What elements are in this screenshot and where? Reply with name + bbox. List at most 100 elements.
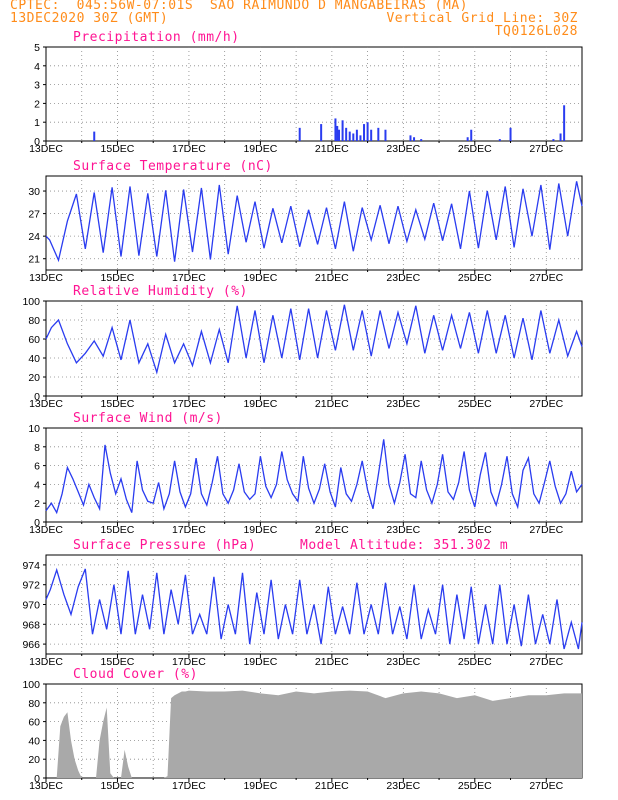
y-tick-label: 20 [28, 754, 40, 766]
y-tick-label: 27 [28, 209, 40, 221]
x-tick-label: 21DEC [315, 656, 349, 668]
precip-bar [409, 135, 412, 141]
x-tick-label: 27DEC [529, 143, 563, 155]
x-tick-label: 15DEC [101, 780, 135, 792]
y-tick-label: 972 [22, 580, 40, 592]
y-tick-label: 3 [34, 80, 40, 92]
x-tick-label: 13DEC [29, 398, 63, 410]
y-tick-label: 1 [34, 117, 40, 129]
y-tick-label: 0 [34, 391, 40, 403]
x-tick-label: 15DEC [101, 524, 135, 536]
panel-4: 0 2 4 6 8 10 13DEC 15DEC 17DEC 19DEC 21DEC 23DEC 25D… [28, 411, 583, 536]
x-tick-label: 23DEC [386, 398, 420, 410]
panel-title: Precipitation (mm/h) [73, 30, 240, 45]
panel-1: 0 1 2 3 4 5 13DEC 15DEC 17DEC 19DEC 21DEC 23DEC 25DE… [29, 30, 583, 155]
x-tick-label: 21DEC [315, 524, 349, 536]
y-tick-label: 100 [22, 679, 40, 691]
y-tick-label: 30 [28, 186, 40, 198]
x-tick-label: 19DEC [243, 524, 277, 536]
y-tick-label: 60 [28, 717, 40, 729]
y-tick-label: 0 [34, 517, 40, 529]
precip-bar [345, 127, 348, 141]
series-line [45, 304, 583, 375]
model-altitude-label: Model Altitude: 351.302 m [300, 538, 508, 553]
x-tick-label: 27DEC [529, 272, 563, 284]
y-tick-label: 20 [28, 372, 40, 384]
y-tick-label: 100 [22, 296, 40, 308]
precip-bar [377, 127, 380, 141]
precip-bar [334, 118, 337, 141]
precip-bar [298, 127, 301, 141]
series-line [45, 439, 583, 515]
y-tick-label: 968 [22, 619, 40, 631]
y-tick-label: 80 [28, 315, 40, 327]
panel-title: Surface Pressure (hPa) [73, 538, 256, 553]
x-tick-label: 17DEC [172, 656, 206, 668]
precip-bar [363, 124, 366, 141]
y-tick-label: 2 [34, 498, 40, 510]
precip-bar [366, 122, 369, 141]
x-tick-label: 25DEC [458, 398, 492, 410]
x-tick-label: 17DEC [172, 272, 206, 284]
y-tick-label: 0 [34, 136, 40, 148]
y-tick-label: 10 [28, 423, 40, 435]
panel-title: Relative Humidity (%) [73, 284, 248, 299]
panel-frame [45, 427, 583, 523]
y-tick-label: 2 [34, 98, 40, 110]
precip-bar [498, 139, 501, 141]
precip-bar [563, 105, 566, 141]
precip-bar [341, 120, 344, 141]
precip-bar [413, 137, 416, 141]
x-tick-label: 23DEC [386, 524, 420, 536]
y-tick-label: 4 [34, 61, 40, 73]
precip-bar [370, 129, 373, 141]
x-tick-label: 17DEC [172, 143, 206, 155]
x-tick-label: 23DEC [386, 656, 420, 668]
x-tick-label: 27DEC [529, 524, 563, 536]
y-tick-label: 970 [22, 600, 40, 612]
x-tick-label: 25DEC [458, 524, 492, 536]
x-tick-label: 19DEC [243, 656, 277, 668]
panel-title: Cloud Cover (%) [73, 667, 198, 682]
x-tick-label: 13DEC [29, 143, 63, 155]
cloud-area [46, 690, 582, 778]
panel-title: Surface Temperature (nC) [73, 159, 273, 174]
header-date: 13DEC2020 30Z (GMT) [10, 11, 169, 26]
x-tick-label: 15DEC [101, 398, 135, 410]
x-tick-label: 13DEC [29, 272, 63, 284]
y-tick-label: 974 [22, 560, 40, 572]
x-tick-label: 13DEC [29, 524, 63, 536]
y-tick-label: 24 [28, 231, 40, 243]
panel-title: Surface Wind (m/s) [73, 411, 223, 426]
y-tick-label: 0 [34, 773, 40, 785]
series-line [45, 181, 583, 263]
x-tick-label: 25DEC [458, 780, 492, 792]
panel-frame [45, 300, 583, 397]
x-tick-label: 23DEC [386, 272, 420, 284]
precip-bar [470, 129, 473, 141]
panel-frame [45, 46, 583, 142]
precip-bar [320, 124, 323, 141]
x-tick-label: 25DEC [458, 656, 492, 668]
y-tick-label: 21 [28, 254, 40, 266]
x-tick-label: 23DEC [386, 780, 420, 792]
x-tick-label: 27DEC [529, 780, 563, 792]
x-tick-label: 23DEC [386, 143, 420, 155]
x-tick-label: 21DEC [315, 272, 349, 284]
header-vertical-grid: Vertical Grid Line: 30Z [386, 11, 578, 26]
header-location: CPTEC: 045:56W-07:01S SAO RAIMUNDO D MAN… [10, 0, 468, 13]
x-tick-label: 13DEC [29, 780, 63, 792]
precip-bar [420, 139, 423, 141]
x-tick-label: 15DEC [101, 143, 135, 155]
precip-bar [466, 137, 469, 141]
header-code: TQ0126L028 [494, 24, 578, 39]
x-tick-label: 17DEC [172, 524, 206, 536]
y-tick-label: 80 [28, 698, 40, 710]
x-tick-label: 19DEC [243, 780, 277, 792]
precip-bar [352, 133, 355, 141]
y-tick-label: 8 [34, 442, 40, 454]
x-tick-label: 19DEC [243, 398, 277, 410]
x-tick-label: 21DEC [315, 780, 349, 792]
x-tick-label: 17DEC [172, 780, 206, 792]
